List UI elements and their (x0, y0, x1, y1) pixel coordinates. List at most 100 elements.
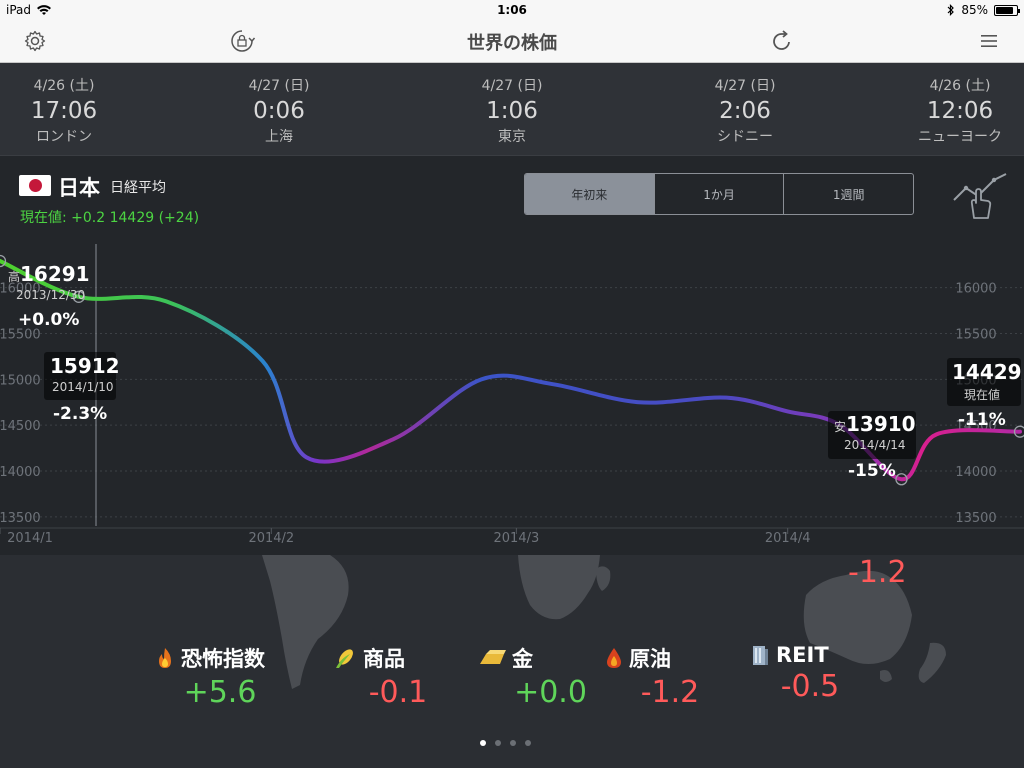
indicator-reit[interactable]: REIT -0.5 (750, 643, 910, 704)
high-value: 16291 (20, 262, 90, 286)
y-tick-label: 13500 (0, 511, 41, 526)
y-tick-label: 14500 (0, 419, 41, 434)
range-selector: 年初来 1か月 1週間 (524, 173, 914, 215)
low-date: 2014/4/14 (844, 438, 906, 452)
settings-button[interactable] (22, 28, 48, 54)
clock-london: 4/26 (土) 17:06 ロンドン (0, 75, 144, 146)
indicator-value: -0.5 (780, 669, 840, 704)
clock-date: 4/26 (土) (929, 78, 991, 94)
indicator-label: REIT (776, 643, 829, 667)
low-prefix: 安 (834, 420, 847, 434)
cursor-date: 2014/1/10 (52, 380, 114, 394)
range-ytd[interactable]: 年初来 (525, 174, 655, 214)
status-time: 1:06 (497, 3, 527, 17)
high-date: 2013/12/30 (16, 288, 86, 302)
clock-sydney: 4/27 (日) 2:06 シドニー (665, 75, 825, 146)
x-tick-label: 2014/4 (765, 531, 811, 546)
current-tag-value: 14429 (952, 360, 1022, 384)
japan-flag-icon (19, 175, 51, 196)
cursor-pct: -2.3% (53, 404, 108, 424)
cursor-marker (72, 290, 85, 303)
menu-button[interactable] (976, 28, 1002, 54)
low-label: 安13910 (834, 412, 916, 436)
clock-newyork: 4/26 (土) 12:06 ニューヨーク (880, 75, 1024, 146)
indicator-vix[interactable]: 恐怖指数 +5.6 (155, 643, 315, 710)
page-title: 世界の株価 (467, 33, 557, 54)
country-name: 日本 (58, 176, 100, 200)
clock-tokyo: 4/27 (日) 1:06 東京 (432, 75, 592, 146)
page-dot[interactable] (495, 740, 501, 746)
low-pct: -15% (848, 461, 896, 481)
clock-city: 上海 (265, 129, 293, 145)
gear-icon (24, 30, 46, 52)
refresh-icon (773, 30, 790, 50)
device-label: iPad (6, 3, 32, 17)
indicator-value: +5.6 (183, 675, 257, 710)
clock-city: 東京 (498, 129, 526, 145)
indicator-value: +0.0 (514, 675, 587, 710)
index-name: 日経平均 (110, 180, 166, 196)
clock-time: 1:06 (486, 98, 538, 124)
map-value: -1.2 (848, 555, 907, 590)
x-tick-label: 2014/3 (494, 531, 540, 546)
y-tick-label: 15500 (955, 328, 996, 343)
indicator-commodity[interactable]: 商品 -0.1 (333, 643, 493, 710)
page-dot[interactable] (480, 740, 486, 746)
y-tick-label: 15500 (0, 328, 41, 343)
clock-city: ニューヨーク (918, 129, 1002, 145)
touch-chart-icon[interactable] (950, 170, 1012, 220)
clock-time: 12:06 (926, 98, 994, 124)
battery-percent: 85% (961, 3, 988, 17)
wifi-icon (37, 4, 52, 15)
current-tag (947, 358, 1021, 406)
indicator-label: 原油 (629, 647, 671, 671)
y-tick-label: 16000 (0, 282, 41, 297)
oil-drop-icon (607, 648, 621, 668)
cursor-tag (44, 352, 116, 400)
current-value: 現在値: +0.2 14429 (+24) (20, 210, 200, 226)
low-tag (828, 411, 916, 459)
y-tick-label: 15000 (0, 373, 41, 388)
low-value: 13910 (846, 412, 916, 436)
page-dot[interactable] (525, 740, 531, 746)
high-prefix: 高 (8, 270, 21, 284)
clock-city: ロンドン (36, 129, 92, 145)
indicators-panel: -1.2 恐怖指数 +5.6 商品 -0.1 金 +0.0 (0, 555, 1024, 768)
gold-bar-icon (480, 650, 506, 664)
rotation-lock-icon (231, 30, 255, 52)
clock-city: シドニー (717, 129, 773, 145)
high-label: 高16291 (8, 262, 90, 286)
rotation-lock-button[interactable] (229, 28, 255, 54)
indicator-value: -0.1 (368, 675, 428, 710)
indicator-oil[interactable]: 原油 -1.2 (605, 643, 765, 710)
clock-date: 4/27 (日) (714, 78, 776, 94)
y-tick-label: 14000 (0, 465, 41, 480)
status-bar: iPad 1:06 85% (0, 0, 1024, 20)
indicator-value: -1.2 (640, 675, 700, 710)
low-marker (895, 473, 908, 486)
indicator-label: 金 (512, 647, 533, 671)
building-icon (753, 646, 768, 665)
current-marker (1013, 425, 1024, 438)
world-clocks: 4/26 (土) 17:06 ロンドン 4/27 (日) 0:06 上海 4/2… (0, 63, 1024, 156)
cursor-value: 15912 (50, 354, 120, 378)
page-indicator[interactable] (480, 740, 531, 746)
refresh-button[interactable] (769, 28, 795, 54)
range-1month[interactable]: 1か月 (655, 174, 785, 214)
indicator-gold[interactable]: 金 +0.0 (478, 643, 638, 710)
price-line (0, 258, 1022, 482)
y-tick-label: 16000 (955, 282, 996, 297)
stock-chart[interactable]: 1350013500140001400014500145001500015000… (0, 156, 1024, 555)
current-tag-label: 現在値 (964, 388, 1001, 402)
nav-bar: 世界の株価 (0, 20, 1024, 63)
x-tick-label: 2014/2 (248, 531, 294, 546)
high-pct: +0.0% (18, 310, 80, 330)
world-map (262, 555, 946, 689)
bluetooth-icon (947, 4, 955, 16)
range-1week[interactable]: 1週間 (832, 187, 865, 202)
indicator-label: 商品 (363, 647, 405, 671)
x-tick-label: 2014/1 (7, 531, 53, 546)
page-dot[interactable] (510, 740, 516, 746)
y-tick-label: 14000 (955, 465, 996, 480)
